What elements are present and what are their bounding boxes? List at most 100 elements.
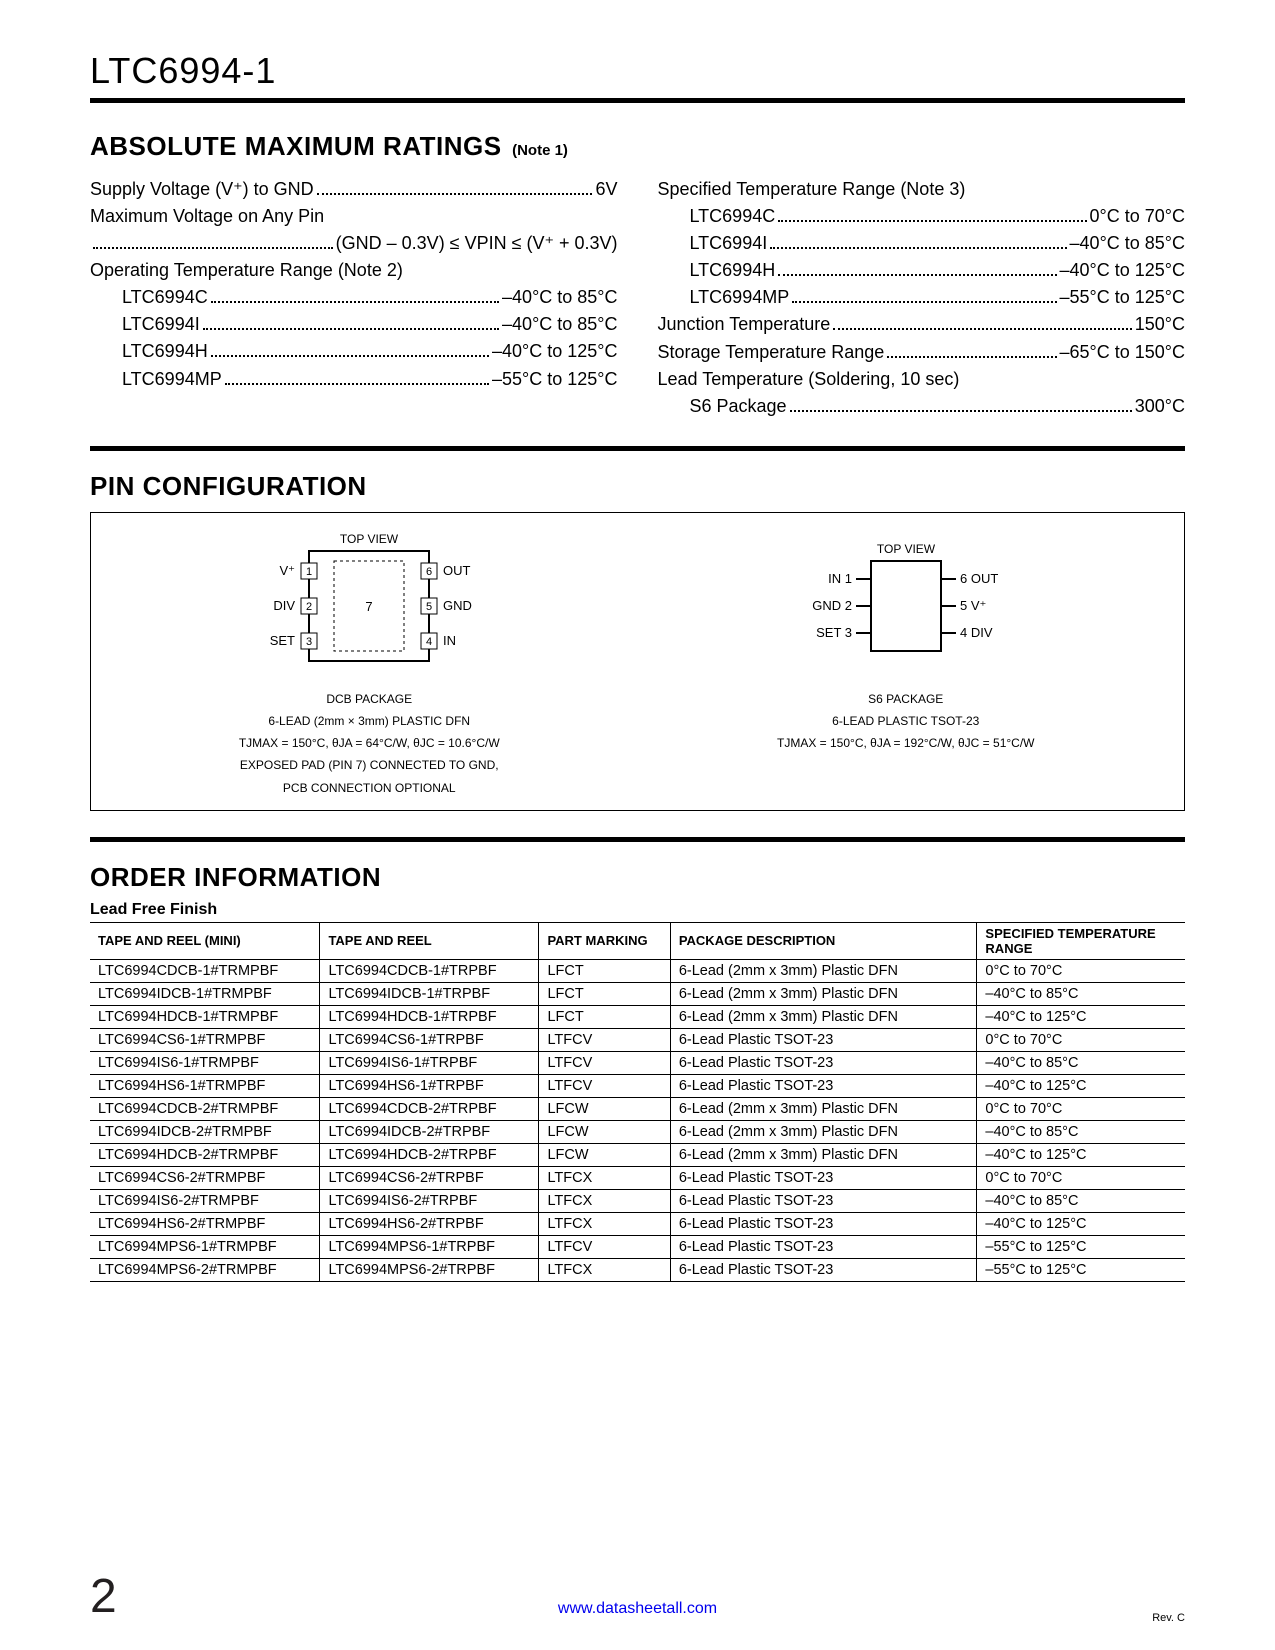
- order-cell: LTC6994CDCB-2#TRPBF: [320, 1097, 539, 1120]
- ratings-left-col: Supply Voltage (V⁺) to GND6VMaximum Volt…: [90, 176, 618, 420]
- footer-link[interactable]: www.datasheetall.com: [558, 1600, 717, 1618]
- svg-text:4: 4: [426, 636, 432, 648]
- order-cell: LTFCX: [539, 1166, 670, 1189]
- ratings-row: Storage Temperature Range–65°C to 150°C: [658, 338, 1186, 365]
- order-cell: LFCW: [539, 1097, 670, 1120]
- ratings-row: Operating Temperature Range (Note 2): [90, 257, 618, 284]
- svg-text:2: 2: [306, 601, 312, 613]
- ratings-right-col: Specified Temperature Range (Note 3)LTC6…: [658, 176, 1186, 420]
- order-cell: 6-Lead (2mm x 3mm) Plastic DFN: [670, 1143, 977, 1166]
- order-table: TAPE AND REEL (MINI)TAPE AND REELPART MA…: [90, 923, 1185, 1282]
- order-cell: LTC6994IS6-2#TRPBF: [320, 1189, 539, 1212]
- order-cell: LTC6994IDCB-1#TRMPBF: [90, 982, 320, 1005]
- ratings-row: LTC6994MP–55°C to 125°C: [658, 284, 1186, 311]
- order-cell: LFCT: [539, 959, 670, 982]
- part-number: LTC6994-1: [90, 50, 1185, 103]
- order-cell: LTC6994HDCB-2#TRPBF: [320, 1143, 539, 1166]
- ratings-row: (GND – 0.3V) ≤ VPIN ≤ (V⁺ + 0.3V): [90, 230, 618, 257]
- order-cell: LFCT: [539, 982, 670, 1005]
- order-cell: LTC6994CS6-1#TRMPBF: [90, 1028, 320, 1051]
- order-cell: –40°C to 85°C: [977, 1120, 1185, 1143]
- order-cell: 0°C to 70°C: [977, 1166, 1185, 1189]
- order-cell: LTC6994MPS6-2#TRMPBF: [90, 1258, 320, 1281]
- order-cell: LTC6994MPS6-1#TRMPBF: [90, 1235, 320, 1258]
- order-cell: LTFCV: [539, 1028, 670, 1051]
- footer: 2 www.datasheetall.com Rev. C: [90, 1569, 1185, 1624]
- order-cell: LTC6994IS6-1#TRPBF: [320, 1051, 539, 1074]
- svg-text:5: 5: [426, 601, 432, 613]
- divider: [90, 446, 1185, 451]
- ratings-row: Junction Temperature150°C: [658, 311, 1186, 338]
- svg-text:IN: IN: [443, 633, 456, 648]
- svg-text:6 OUT: 6 OUT: [960, 571, 998, 586]
- svg-text:TOP VIEW: TOP VIEW: [340, 532, 399, 546]
- order-cell: –40°C to 125°C: [977, 1143, 1185, 1166]
- order-cell: 6-Lead Plastic TSOT-23: [670, 1189, 977, 1212]
- order-cell: LTC6994CDCB-2#TRMPBF: [90, 1097, 320, 1120]
- order-row: LTC6994HDCB-2#TRMPBFLTC6994HDCB-2#TRPBFL…: [90, 1143, 1185, 1166]
- order-cell: LTC6994HS6-2#TRMPBF: [90, 1212, 320, 1235]
- order-cell: –40°C to 125°C: [977, 1005, 1185, 1028]
- order-cell: LTC6994HS6-1#TRMPBF: [90, 1074, 320, 1097]
- order-cell: 6-Lead Plastic TSOT-23: [670, 1051, 977, 1074]
- ratings-row: Lead Temperature (Soldering, 10 sec): [658, 366, 1186, 393]
- ratings-note: (Note 1): [512, 142, 568, 159]
- order-cell: 6-Lead Plastic TSOT-23: [670, 1235, 977, 1258]
- package-block: IN 1GND 2SET 36 OUT5 V⁺4 DIVTOP VIEWS6 P…: [638, 531, 1175, 796]
- order-cell: LTC6994CS6-1#TRPBF: [320, 1028, 539, 1051]
- order-row: LTC6994IDCB-1#TRMPBFLTC6994IDCB-1#TRPBFL…: [90, 982, 1185, 1005]
- order-row: LTC6994IS6-2#TRMPBFLTC6994IS6-2#TRPBFLTF…: [90, 1189, 1185, 1212]
- ratings-row: Supply Voltage (V⁺) to GND6V: [90, 176, 618, 203]
- order-col-header: PACKAGE DESCRIPTION: [670, 923, 977, 960]
- ratings-row: S6 Package300°C: [658, 393, 1186, 420]
- order-cell: LTC6994IDCB-1#TRPBF: [320, 982, 539, 1005]
- order-cell: LTFCX: [539, 1189, 670, 1212]
- order-cell: –40°C to 125°C: [977, 1212, 1185, 1235]
- order-col-header: SPECIFIED TEMPERATURE RANGE: [977, 923, 1185, 960]
- svg-text:IN 1: IN 1: [828, 571, 852, 586]
- order-cell: LTFCV: [539, 1051, 670, 1074]
- order-cell: 6-Lead Plastic TSOT-23: [670, 1074, 977, 1097]
- order-cell: 6-Lead (2mm x 3mm) Plastic DFN: [670, 1097, 977, 1120]
- ratings-row: LTC6994C0°C to 70°C: [658, 203, 1186, 230]
- svg-text:TOP VIEW: TOP VIEW: [877, 542, 936, 556]
- order-row: LTC6994CS6-1#TRMPBFLTC6994CS6-1#TRPBFLTF…: [90, 1028, 1185, 1051]
- svg-text:GND: GND: [443, 598, 472, 613]
- order-cell: 6-Lead (2mm x 3mm) Plastic DFN: [670, 959, 977, 982]
- order-cell: LTC6994HDCB-1#TRPBF: [320, 1005, 539, 1028]
- order-cell: –55°C to 125°C: [977, 1258, 1185, 1281]
- order-cell: 6-Lead (2mm x 3mm) Plastic DFN: [670, 982, 977, 1005]
- svg-text:SET: SET: [270, 633, 295, 648]
- order-cell: LTFCV: [539, 1074, 670, 1097]
- page-number: 2: [90, 1569, 117, 1624]
- svg-text:DIV: DIV: [274, 598, 296, 613]
- order-cell: LFCW: [539, 1120, 670, 1143]
- order-title: ORDER INFORMATION: [90, 862, 381, 892]
- svg-text:6: 6: [426, 566, 432, 578]
- order-cell: 6-Lead Plastic TSOT-23: [670, 1212, 977, 1235]
- order-row: LTC6994IDCB-2#TRMPBFLTC6994IDCB-2#TRPBFL…: [90, 1120, 1185, 1143]
- order-cell: LTC6994IS6-2#TRMPBF: [90, 1189, 320, 1212]
- ratings-row: LTC6994MP–55°C to 125°C: [90, 365, 618, 392]
- order-cell: –40°C to 125°C: [977, 1074, 1185, 1097]
- order-cell: 6-Lead Plastic TSOT-23: [670, 1258, 977, 1281]
- pin-config-box: 71V⁺2DIV3SET6OUT5GND4INTOP VIEWDCB PACKA…: [90, 512, 1185, 811]
- svg-text:OUT: OUT: [443, 563, 471, 578]
- svg-text:1: 1: [306, 566, 312, 578]
- order-col-header: TAPE AND REEL: [320, 923, 539, 960]
- order-cell: LTC6994HDCB-1#TRMPBF: [90, 1005, 320, 1028]
- pinconfig-title: PIN CONFIGURATION: [90, 471, 367, 501]
- ratings-row: LTC6994H–40°C to 125°C: [658, 257, 1186, 284]
- order-cell: 0°C to 70°C: [977, 1097, 1185, 1120]
- order-cell: 0°C to 70°C: [977, 1028, 1185, 1051]
- order-cell: –40°C to 85°C: [977, 982, 1185, 1005]
- ratings-title: ABSOLUTE MAXIMUM RATINGS: [90, 131, 502, 161]
- ratings-row: Maximum Voltage on Any Pin: [90, 203, 618, 230]
- order-cell: 6-Lead Plastic TSOT-23: [670, 1166, 977, 1189]
- order-cell: LTFCV: [539, 1235, 670, 1258]
- order-row: LTC6994HS6-1#TRMPBFLTC6994HS6-1#TRPBFLTF…: [90, 1074, 1185, 1097]
- order-row: LTC6994CDCB-1#TRMPBFLTC6994CDCB-1#TRPBFL…: [90, 959, 1185, 982]
- order-cell: LFCT: [539, 1005, 670, 1028]
- svg-text:3: 3: [306, 636, 312, 648]
- svg-text:5 V⁺: 5 V⁺: [960, 598, 986, 613]
